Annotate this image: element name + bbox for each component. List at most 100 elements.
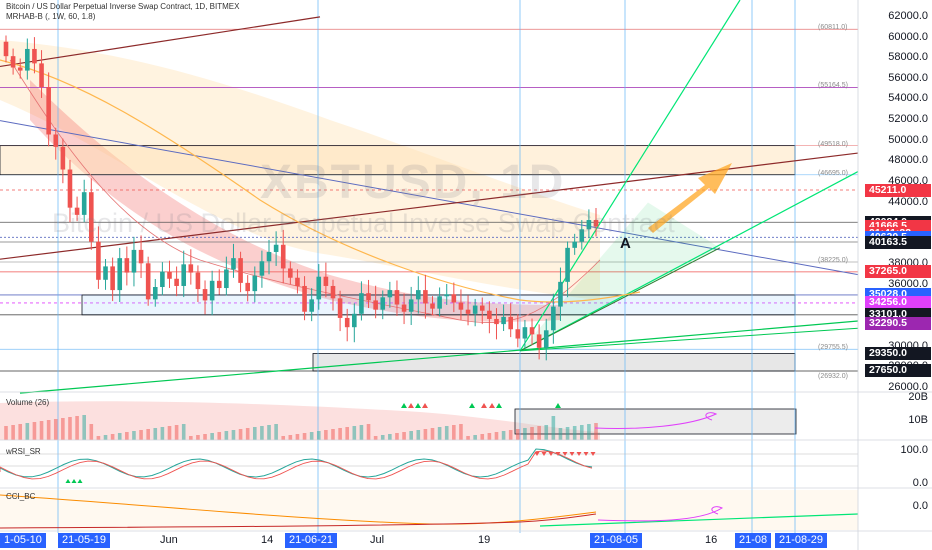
signal-marker-6 [489,403,495,408]
volume-bar-63 [452,425,456,440]
volume-bar-40 [288,435,293,440]
candle-body-49 [352,313,357,328]
level-label: (26932.0) [818,373,848,381]
volume-bar-33 [238,429,243,440]
volume-bar-14 [103,435,108,440]
volume-bar-7 [53,419,58,440]
level-label: (55164.5) [818,82,848,90]
candle-body-23 [167,271,172,279]
volume-bar-50 [359,425,364,440]
wrsi-marker-0 [534,452,540,456]
cci-tick-0: 0.0 [912,500,928,512]
price-tag: 40163.5 [865,235,931,249]
candle-body-75 [536,334,542,348]
volume-bar-70 [501,431,506,440]
volume-bar-79 [565,427,570,440]
candle-body-59 [423,290,428,304]
volume-bar-25 [181,424,186,440]
candle-body-25 [181,264,187,286]
volume-bar-39 [281,436,286,440]
volume-bar-38 [274,424,278,440]
volume-bar-17 [125,432,129,440]
candle-body-35 [252,275,258,292]
wrsi-marker-4 [562,452,568,456]
signal-marker-4 [469,403,475,408]
volume-bar-74 [530,427,534,440]
signal-marker-1 [408,403,414,408]
wrsi-buy-marker-0 [65,479,71,483]
volume-bar-36 [260,426,264,440]
volume-bar-5 [39,421,44,440]
candle-body-39 [280,244,286,269]
wrsi-marker-8 [590,452,596,456]
volume-bar-34 [245,428,250,440]
signal-marker-8 [555,403,561,408]
candle-body-54 [387,290,393,298]
candle-body-71 [508,316,513,330]
volume-bar-19 [139,430,143,440]
trendline-descending [0,120,859,276]
candle-body-63 [451,294,457,303]
cci-curve [597,506,724,522]
wrsi-marker-6 [576,452,582,456]
volume-bar-9 [68,417,72,440]
wrsi-tick-0: 0.0 [912,477,928,489]
projection-arrow [648,163,732,233]
candle-body-40 [288,268,293,278]
volume-bar-51 [366,424,371,440]
candle-body-13 [96,241,101,280]
candle-body-67 [479,305,485,311]
candle-body-80 [572,241,577,248]
fan-area [520,202,720,351]
annotation-label: A [620,235,631,252]
candle-body-83 [593,220,599,227]
cci-red [0,513,597,529]
candle-body-0 [3,41,9,57]
y-axis-tick: 50000.0 [888,133,928,146]
volume-bar-56 [402,432,406,440]
candle-body-26 [188,264,194,273]
volume-bar-49 [352,426,357,440]
candle-body-11 [81,192,87,215]
candle-body-58 [415,290,421,300]
candle-body-14 [103,266,108,280]
volume-bar-12 [89,424,94,440]
candle-body-16 [117,258,123,291]
x-axis-label: 1-05-10 [0,533,46,548]
volume-bar-24 [174,425,179,440]
wrsi-signal [0,450,593,480]
x-axis-label: 21-06-21 [285,533,338,548]
candle-body-41 [295,277,300,286]
signal-marker-2 [415,403,421,408]
candle-body-57 [408,299,414,312]
candle-body-34 [245,282,250,292]
volume-bar-23 [167,426,172,440]
y-axis-tick: 44000.0 [888,195,928,208]
volume-bar-72 [516,429,520,440]
candle-body-55 [394,290,400,305]
candle-body-42 [302,285,307,312]
x-axis-label: 21-05-19 [58,533,111,548]
volume-band [0,401,600,440]
candle-body-82 [586,220,592,230]
candle-body-77 [551,306,556,331]
volume-bar-0 [4,426,8,440]
watermark-subtitle: Bitcoin / US Dollar Perpetual Inverse Sw… [52,208,675,238]
volume-tick-10b: 10B [908,414,928,426]
volume-bar-66 [473,435,477,440]
candle-body-46 [330,285,336,299]
candle-body-56 [401,304,407,312]
volume-box [514,408,797,435]
candle-body-4 [32,48,37,64]
volume-bar-32 [231,430,236,440]
volume-bar-59 [423,429,428,440]
level-label: (38225.0) [818,257,848,264]
candle-body-5 [39,63,44,88]
candle-body-53 [380,297,386,310]
volume-bar-3 [25,423,30,440]
trendline-upper-red [0,16,321,68]
fan-line-4 [519,327,859,352]
volume-bar-20 [146,429,150,440]
candle-body-52 [373,300,378,310]
